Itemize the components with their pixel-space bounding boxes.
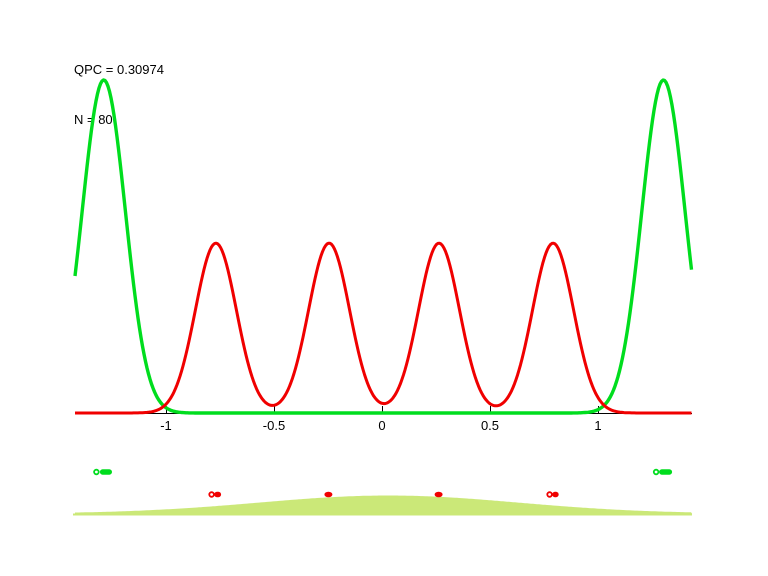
- x-tick-label: -0.5: [263, 418, 285, 433]
- x-tick-label: 0.5: [481, 418, 499, 433]
- annotation-qpc: QPC = 0.30974: [74, 62, 164, 77]
- x-tick-label: -1: [160, 418, 172, 433]
- red-state-density-curve: [75, 241, 692, 415]
- red-marker-dot: [434, 491, 443, 498]
- green-marker-ring: [93, 468, 100, 476]
- x-tick-label: 1: [594, 418, 601, 433]
- red-marker-ring: [208, 491, 215, 498]
- x-tick-label: 0: [378, 418, 385, 433]
- green-state-density-curve: [73, 78, 694, 415]
- green-marker-pill: [659, 469, 673, 475]
- red-marker-pill: [552, 491, 559, 498]
- green-marker-pill: [99, 469, 112, 475]
- red-marker-ring: [546, 491, 553, 498]
- green-marker-ring: [652, 468, 660, 476]
- red-marker-dot: [324, 491, 333, 498]
- annotation: QPC = 0.30974 N = 80: [74, 29, 164, 161]
- red-marker-pill: [214, 491, 222, 498]
- annotation-n: N = 80: [74, 111, 113, 127]
- wavepacket-fill: [75, 495, 692, 514]
